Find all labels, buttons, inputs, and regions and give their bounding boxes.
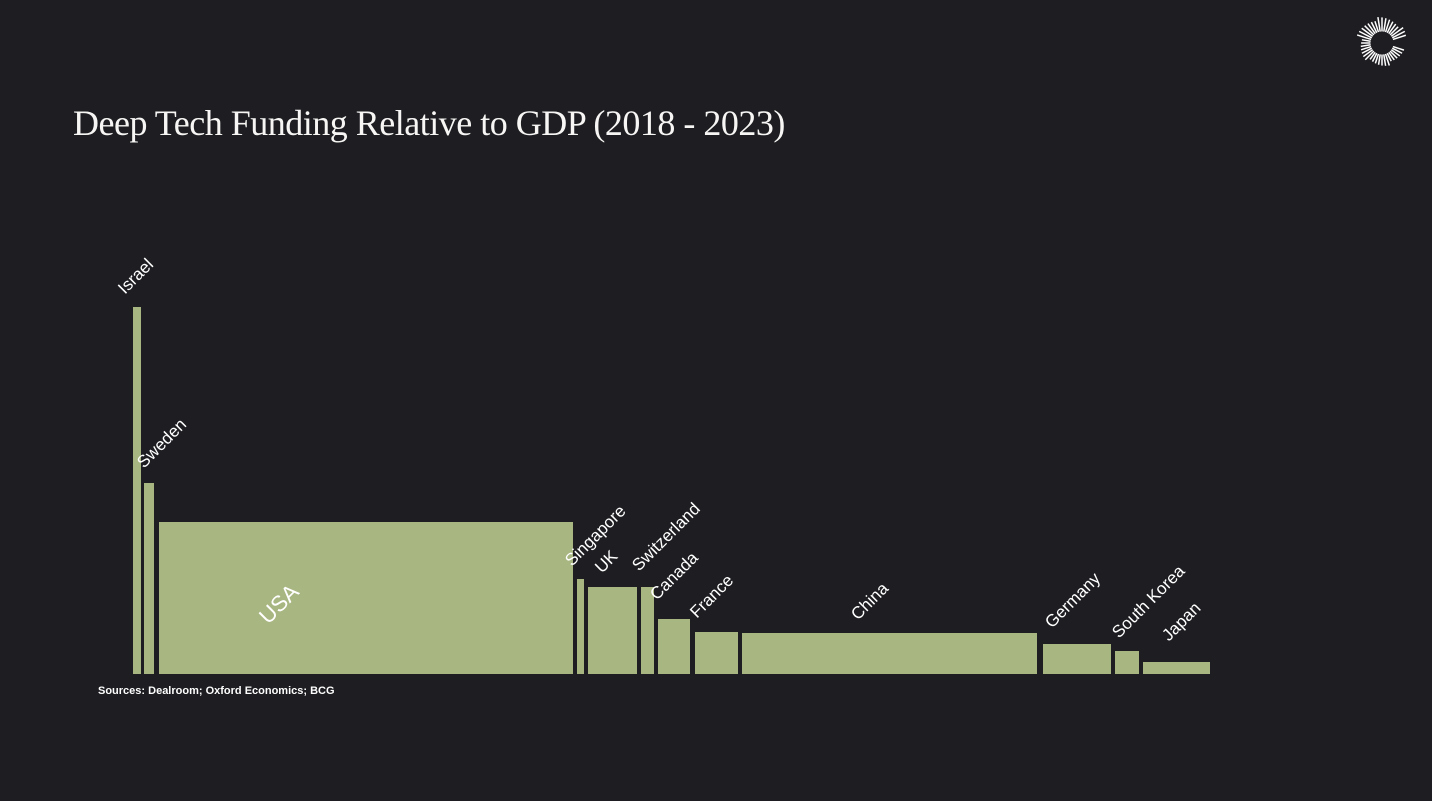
bar-china <box>742 633 1037 674</box>
bar-label-germany: Germany <box>1041 568 1105 632</box>
bar-japan <box>1143 662 1210 674</box>
bar-canada <box>658 619 690 674</box>
bcg-sunburst-logo-icon <box>1356 17 1407 66</box>
sources-note: Sources: Dealroom; Oxford Economics; BCG <box>98 685 335 697</box>
bar-label-israel: Israel <box>114 254 158 298</box>
bar-germany <box>1043 644 1111 674</box>
bar-singapore <box>577 579 584 674</box>
bar-usa <box>159 522 573 674</box>
bar-south-korea <box>1115 651 1139 674</box>
bar-france <box>695 632 738 674</box>
bar-label-uk: UK <box>591 546 622 577</box>
bar-switzerland <box>641 587 654 674</box>
bar-sweden <box>144 483 154 674</box>
bar-label-china: China <box>847 578 893 624</box>
bar-uk <box>588 587 637 674</box>
bar-israel <box>133 307 141 674</box>
bar-label-sweden: Sweden <box>133 414 191 472</box>
bar-label-france: France <box>686 570 738 622</box>
chart-title: Deep Tech Funding Relative to GDP (2018 … <box>73 103 785 143</box>
bar-label-japan: Japan <box>1158 598 1205 645</box>
